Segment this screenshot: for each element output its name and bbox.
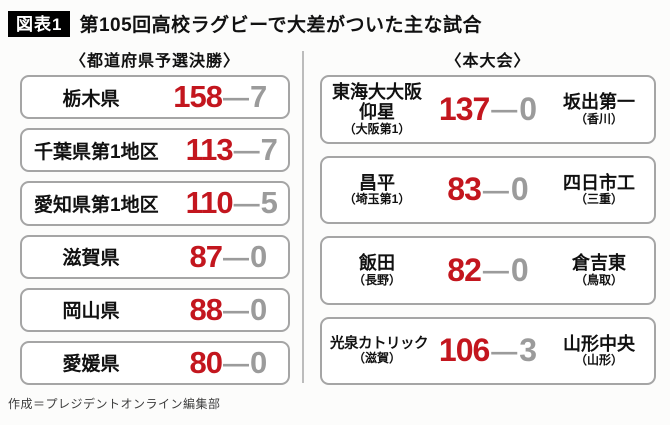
winner-team: 飯田 （長野） — [330, 253, 424, 287]
match-row: 滋賀県 87 — 0 — [20, 234, 290, 279]
winner-score: 83 — [447, 171, 482, 208]
winner-team: 東海大大阪仰星 （大阪第1） — [330, 82, 424, 137]
score: 82 — 0 — [424, 252, 552, 289]
loser-team-region: （香川） — [574, 111, 623, 126]
right-column-header: 〈本大会〉 — [445, 53, 531, 70]
match-row: 光泉カトリック （滋賀） 106 — 3 山形中央 （山形） — [320, 316, 656, 385]
match-row: 栃木県 158 — 7 — [20, 75, 290, 120]
loser-team: 倉吉東 （鳥取） — [552, 253, 646, 287]
left-rows: 栃木県 158 — 7 千葉県第1地区 113 — 7 — [20, 75, 290, 386]
winner-team-name: 光泉カトリック — [330, 335, 429, 352]
loser-team-region: （山形） — [574, 353, 623, 368]
loser-score: 5 — [260, 185, 278, 221]
score: 106 — 3 — [424, 332, 552, 369]
page-title: 第105回高校ラグビーで大差がついた主な試合 — [79, 15, 483, 36]
match-row: 昌平 （埼玉第1） 83 — 0 四日市工 （三重） — [320, 155, 656, 224]
figure-number-badge: 図表1 — [8, 10, 71, 37]
column-divider — [302, 51, 304, 383]
score-dash: — — [223, 294, 249, 325]
winner-score: 82 — [447, 251, 482, 288]
loser-score: 0 — [510, 251, 529, 288]
match-row: 岡山県 88 — 0 — [20, 287, 290, 332]
winner-score: 106 — [438, 332, 490, 369]
winner-team-region: （埼玉第1） — [343, 192, 411, 207]
winner-score: 137 — [438, 90, 490, 127]
loser-team-name: 坂出第一 — [563, 92, 635, 112]
prefectural-finals-column: 〈都道府県予選決勝〉 栃木県 158 — 7 千葉県第1地区 113 — 7 — [8, 47, 302, 386]
winner-score: 88 — [189, 291, 223, 327]
match-row: 愛知県第1地区 110 — 5 — [20, 181, 290, 226]
left-column-header: 〈都道府県予選決勝〉 — [69, 53, 240, 70]
match-row: 東海大大阪仰星 （大阪第1） 137 — 0 坂出第一 （香川） — [320, 75, 656, 144]
loser-score: 0 — [250, 238, 268, 274]
team-name: 滋賀県 — [62, 248, 120, 270]
team-name: 栃木県 — [62, 88, 120, 110]
winner-team: 昌平 （埼玉第1） — [330, 173, 424, 207]
score: 88 — 0 — [148, 292, 276, 328]
loser-score: 3 — [519, 332, 538, 369]
loser-score: 7 — [250, 79, 268, 115]
winner-team-region: （滋賀） — [352, 351, 401, 366]
credit-line: 作成＝プレジデントオンライン編集部 — [8, 397, 221, 411]
loser-team: 坂出第一 （香川） — [552, 92, 646, 126]
winner-team-name: 昌平 — [359, 172, 395, 193]
loser-team: 四日市工 （三重） — [552, 173, 646, 207]
team-name: 愛知県第1地区 — [34, 194, 159, 216]
winner-team-name: 東海大大阪仰星 — [332, 81, 422, 123]
loser-team-name: 四日市工 — [563, 172, 635, 193]
score: 137 — 0 — [424, 91, 552, 128]
loser-team-region: （鳥取） — [574, 272, 623, 287]
score-dash: — — [223, 241, 249, 272]
score: 87 — 0 — [148, 239, 276, 275]
loser-score: 0 — [250, 344, 268, 380]
winner-team-name: 飯田 — [359, 253, 395, 273]
loser-score: 0 — [519, 90, 538, 127]
loser-team: 山形中央 （山形） — [552, 334, 646, 368]
team-name: 愛媛県 — [62, 354, 120, 376]
score: 80 — 0 — [148, 345, 276, 381]
loser-team-name: 山形中央 — [563, 333, 635, 354]
loser-team-region: （三重） — [574, 192, 623, 207]
winner-score: 113 — [185, 132, 234, 168]
winner-score: 158 — [173, 79, 223, 115]
winner-team-region: （長野） — [352, 272, 401, 287]
winner-team: 光泉カトリック （滋賀） — [330, 335, 429, 366]
winner-team-region: （大阪第1） — [343, 122, 411, 137]
match-row: 飯田 （長野） 82 — 0 倉吉東 （鳥取） — [320, 236, 656, 305]
team-name: 千葉県第1地区 — [34, 141, 159, 163]
score-dash: — — [233, 135, 260, 166]
score-dash: — — [233, 188, 260, 219]
score-dash: — — [223, 82, 249, 113]
score-dash: — — [491, 335, 518, 366]
match-row: 愛媛県 80 — 0 — [20, 340, 290, 386]
loser-score: 7 — [260, 132, 278, 168]
score-dash: — — [491, 94, 518, 125]
two-column-layout: 〈都道府県予選決勝〉 栃木県 158 — 7 千葉県第1地区 113 — 7 — [8, 47, 660, 386]
score: 110 — 5 — [159, 185, 287, 221]
match-row: 千葉県第1地区 113 — 7 — [20, 128, 290, 173]
score: 158 — 7 — [148, 79, 276, 115]
score-dash: — — [482, 255, 509, 286]
winner-score: 80 — [189, 344, 223, 380]
score: 113 — 7 — [159, 132, 287, 168]
team-name: 岡山県 — [62, 301, 120, 323]
score-dash: — — [223, 347, 249, 378]
winner-score: 110 — [185, 185, 234, 221]
score-dash: — — [482, 174, 509, 205]
loser-score: 0 — [510, 171, 529, 208]
title-row: 図表1 第105回高校ラグビーで大差がついた主な試合 — [8, 10, 660, 37]
right-rows: 東海大大阪仰星 （大阪第1） 137 — 0 坂出第一 （香川） — [320, 75, 656, 385]
score: 83 — 0 — [424, 171, 552, 208]
loser-score: 0 — [250, 291, 268, 327]
winner-score: 87 — [189, 238, 223, 274]
main-tournament-column: 〈本大会〉 東海大大阪仰星 （大阪第1） 137 — 0 坂出第一 （香川） — [304, 47, 660, 385]
loser-team-name: 倉吉東 — [572, 253, 626, 273]
